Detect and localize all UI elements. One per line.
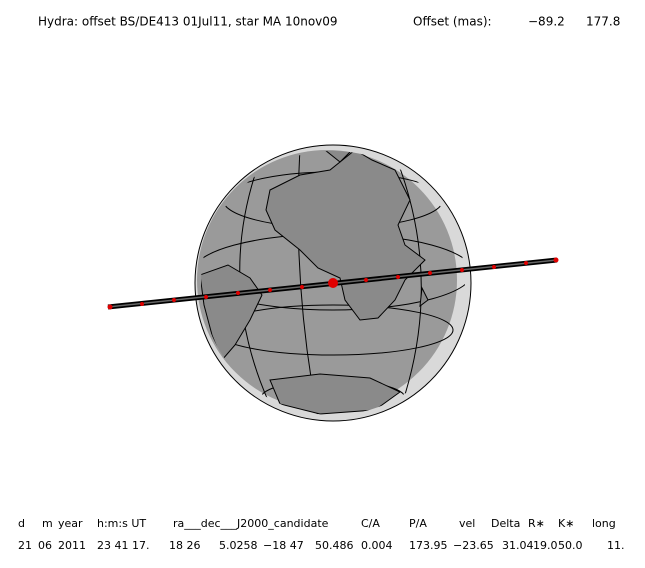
column-header: m — [42, 517, 53, 530]
column-header: K∗ — [558, 517, 574, 530]
column-header: d — [18, 517, 25, 530]
column-header: P/A — [409, 517, 427, 530]
table-value: 21 — [18, 539, 32, 552]
table: d m year h:m:s UT ra___dec___J2000_candidate… — [18, 517, 625, 552]
column-header: year — [58, 517, 83, 530]
shadow-path — [107, 257, 559, 310]
table-value: 19.0 — [533, 539, 558, 552]
offset-value: 177.8 — [586, 15, 620, 29]
column-header: vel — [459, 517, 475, 530]
table-value: 5.0258 — [219, 539, 258, 552]
table-value: 50.486 — [315, 539, 354, 552]
table-value: 173.95 — [409, 539, 448, 552]
column-header: C/A — [361, 517, 380, 530]
table-value: 2011 — [58, 539, 86, 552]
table-value: 11. — [607, 539, 625, 552]
table-value: 31.04 — [502, 539, 534, 552]
table-value: 18 26 — [169, 539, 201, 552]
table-value: −23.65 — [453, 539, 494, 552]
table-value: 0.004 — [361, 539, 393, 552]
offset-value: −89.2 — [528, 15, 565, 29]
table-value: 06 — [38, 539, 52, 552]
column-header: long — [592, 517, 616, 530]
column-header: ra___dec___J2000_candidate — [173, 517, 329, 530]
column-header: Delta — [491, 517, 520, 530]
table-value: 50.0 — [558, 539, 583, 552]
table-value: 23 41 17. — [97, 539, 149, 552]
table-value: −18 47 — [263, 539, 304, 552]
title: Hydra: offset BS/DE413 01Jul11, star MA … — [38, 15, 338, 29]
column-header: R∗ — [528, 517, 545, 530]
offset-label: Offset (mas): — [413, 15, 492, 29]
column-header: h:m:s UT — [97, 517, 146, 530]
